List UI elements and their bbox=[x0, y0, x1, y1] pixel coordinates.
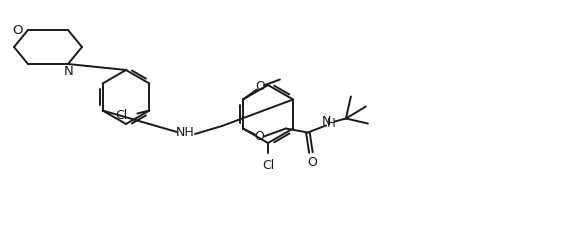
Text: Cl: Cl bbox=[262, 159, 274, 172]
Text: H: H bbox=[327, 117, 335, 130]
Text: N: N bbox=[64, 65, 74, 78]
Text: Cl: Cl bbox=[115, 109, 127, 122]
Text: O: O bbox=[254, 130, 264, 143]
Text: NH: NH bbox=[175, 125, 194, 139]
Text: O: O bbox=[255, 80, 265, 93]
Text: O: O bbox=[307, 156, 317, 170]
Text: O: O bbox=[12, 23, 23, 37]
Text: N: N bbox=[322, 115, 332, 128]
